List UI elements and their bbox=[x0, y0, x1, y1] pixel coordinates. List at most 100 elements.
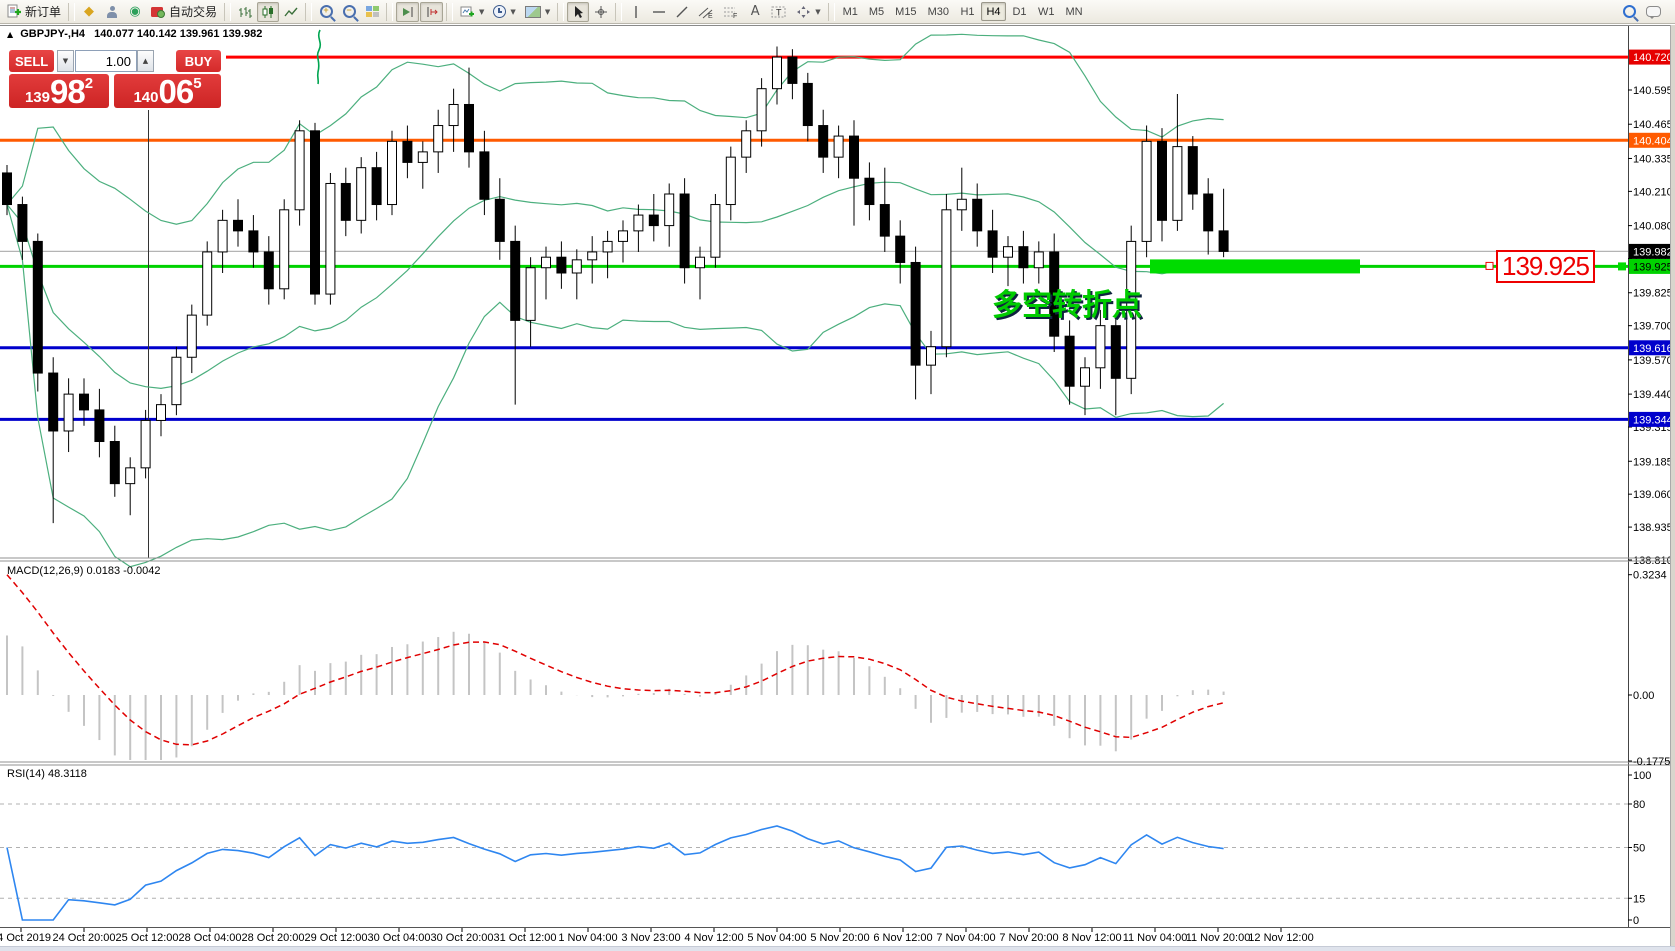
market-book-button[interactable]: ◆ bbox=[78, 2, 100, 22]
svg-text:-0.1775: -0.1775 bbox=[1633, 756, 1670, 768]
signals-button[interactable]: ◉ bbox=[124, 2, 146, 22]
candlestick-chart-button[interactable] bbox=[257, 1, 280, 22]
svg-text:140.335: 140.335 bbox=[1633, 153, 1673, 165]
text-label-icon: T bbox=[771, 6, 786, 17]
timeframe-m30-button[interactable]: M30 bbox=[923, 2, 954, 21]
volume-increase-button[interactable]: ▲ bbox=[137, 50, 154, 72]
price-annotation-label[interactable]: 139.925 bbox=[1496, 250, 1595, 283]
svg-text:15: 15 bbox=[1633, 893, 1645, 905]
expander-icon[interactable]: ▲ bbox=[7, 30, 14, 39]
chart-shift-icon bbox=[427, 6, 438, 17]
svg-text:8 Nov 12:00: 8 Nov 12:00 bbox=[1062, 932, 1121, 944]
timeframe-m5-button[interactable]: M5 bbox=[864, 2, 889, 21]
zoom-out-button[interactable]: − bbox=[338, 2, 360, 22]
text-button[interactable]: A bbox=[744, 2, 766, 22]
buy-price-small: 140 bbox=[133, 89, 159, 106]
channel-button[interactable]: E bbox=[694, 2, 718, 22]
tile-windows-icon bbox=[365, 6, 379, 17]
svg-text:12 Nov 12:00: 12 Nov 12:00 bbox=[1248, 932, 1313, 944]
toolbar-separator bbox=[386, 2, 394, 21]
tile-windows-button[interactable] bbox=[361, 2, 383, 22]
arrows-tool-icon bbox=[797, 5, 811, 18]
svg-text:139.440: 139.440 bbox=[1633, 389, 1673, 401]
main-toolbar: 新订单 ◆ ◉ 自动交易 + − ▼ ▼ ▼ E F A T ▼ M1 M5 M… bbox=[0, 0, 1675, 24]
timeframe-w1-button[interactable]: W1 bbox=[1033, 2, 1060, 21]
svg-text:140.720: 140.720 bbox=[1633, 52, 1673, 64]
horizontal-scrollbar[interactable] bbox=[0, 946, 1675, 951]
svg-text:31 Oct 12:00: 31 Oct 12:00 bbox=[494, 932, 557, 944]
buy-button[interactable]: BUY bbox=[176, 50, 221, 72]
svg-text:139.825: 139.825 bbox=[1633, 288, 1673, 300]
svg-text:140.595: 140.595 bbox=[1633, 85, 1673, 97]
timeframe-h4-button[interactable]: H4 bbox=[980, 2, 1006, 21]
svg-text:0.00: 0.00 bbox=[1633, 690, 1654, 702]
new-order-button[interactable]: 新订单 bbox=[3, 2, 65, 22]
macd-indicator-label: MACD(12,26,9) 0.0183 -0.0042 bbox=[7, 565, 161, 577]
new-chart-button[interactable]: ▼ bbox=[456, 2, 488, 22]
svg-text:11 Nov 20:00: 11 Nov 20:00 bbox=[1186, 932, 1251, 944]
dropdown-caret-icon: ▼ bbox=[479, 7, 485, 16]
cursor-button[interactable] bbox=[567, 1, 590, 22]
arrows-button[interactable]: ▼ bbox=[792, 2, 824, 22]
svg-text:3 Nov 23:00: 3 Nov 23:00 bbox=[621, 932, 680, 944]
svg-text:7 Nov 20:00: 7 Nov 20:00 bbox=[999, 932, 1058, 944]
horizontal-line-button[interactable] bbox=[648, 2, 670, 22]
step-down-icon: ▼ bbox=[62, 57, 69, 65]
chat-icon[interactable] bbox=[1646, 6, 1661, 19]
window-edge bbox=[1670, 25, 1675, 950]
auto-scroll-button[interactable] bbox=[396, 1, 420, 22]
sell-button[interactable]: SELL bbox=[9, 50, 54, 72]
svg-text:5 Nov 04:00: 5 Nov 04:00 bbox=[747, 932, 806, 944]
symbol-ohlc: 140.077 140.142 139.961 139.982 bbox=[94, 28, 263, 40]
svg-text:28 Oct 20:00: 28 Oct 20:00 bbox=[242, 932, 305, 944]
volume-decrease-button[interactable]: ▼ bbox=[57, 50, 74, 72]
trendline-button[interactable] bbox=[671, 2, 693, 22]
zoom-in-button[interactable]: + bbox=[315, 2, 337, 22]
buy-price-sup: 5 bbox=[193, 75, 202, 92]
toolbar-separator bbox=[446, 2, 454, 21]
svg-text:T: T bbox=[776, 7, 782, 17]
trendline-icon bbox=[676, 6, 688, 17]
auto-trading-icon bbox=[151, 7, 166, 18]
svg-text:6 Nov 12:00: 6 Nov 12:00 bbox=[873, 932, 932, 944]
crosshair-button[interactable] bbox=[590, 2, 612, 22]
fibonacci-icon: F bbox=[724, 7, 737, 19]
text-label-button[interactable]: T bbox=[767, 2, 791, 22]
svg-text:139.982: 139.982 bbox=[1633, 246, 1673, 258]
svg-text:50: 50 bbox=[1633, 843, 1645, 855]
vertical-line-button[interactable] bbox=[625, 2, 647, 22]
timeframe-m1-button[interactable]: M1 bbox=[838, 2, 863, 21]
data-window-button[interactable] bbox=[101, 2, 123, 22]
auto-trading-button[interactable]: 自动交易 bbox=[147, 2, 221, 22]
step-up-icon: ▲ bbox=[142, 57, 149, 65]
timeframe-mn-button[interactable]: MN bbox=[1060, 2, 1087, 21]
candlestick-icon bbox=[262, 5, 274, 18]
line-chart-button[interactable] bbox=[280, 2, 302, 22]
svg-text:30 Oct 04:00: 30 Oct 04:00 bbox=[368, 932, 431, 944]
svg-text:0: 0 bbox=[1633, 915, 1639, 927]
search-icon[interactable] bbox=[1623, 5, 1636, 18]
templates-button[interactable]: ▼ bbox=[521, 2, 554, 22]
timeframe-m15-button[interactable]: M15 bbox=[890, 2, 921, 21]
sell-price-display[interactable]: 139 98 2 bbox=[9, 74, 109, 108]
timeframe-h1-button[interactable]: H1 bbox=[955, 2, 980, 21]
svg-text:80: 80 bbox=[1633, 799, 1645, 811]
symbol-info-bar[interactable]: ▲ GBPJPY-,H4 140.077 140.142 139.961 139… bbox=[7, 28, 262, 40]
periods-button[interactable]: ▼ bbox=[489, 2, 519, 22]
chart-shift-button[interactable] bbox=[420, 1, 444, 22]
rsi-indicator-label: RSI(14) 48.3118 bbox=[7, 768, 87, 780]
turning-point-annotation[interactable]: 多空转折点 bbox=[992, 289, 1142, 322]
buy-price-display[interactable]: 140 06 5 bbox=[114, 74, 221, 108]
toolbar-separator bbox=[224, 2, 232, 21]
horizontal-line-icon bbox=[653, 10, 666, 13]
channel-icon: E bbox=[698, 7, 713, 19]
new-chart-icon bbox=[460, 6, 475, 16]
zoom-out-icon: − bbox=[342, 5, 356, 18]
fibonacci-button[interactable]: F bbox=[719, 2, 743, 22]
toolbar-separator bbox=[827, 2, 835, 21]
bar-chart-button[interactable] bbox=[234, 2, 256, 22]
volume-input[interactable] bbox=[75, 50, 137, 72]
sell-price-sup: 2 bbox=[84, 75, 94, 92]
timeframe-d1-button[interactable]: D1 bbox=[1007, 2, 1032, 21]
